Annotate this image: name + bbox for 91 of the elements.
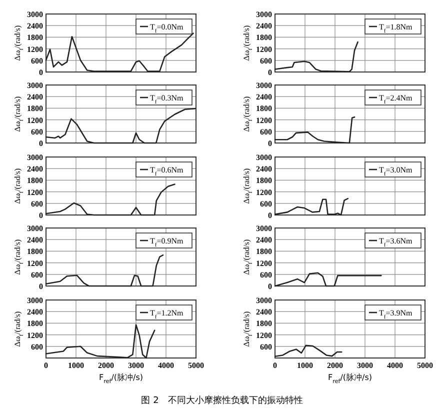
x-tick-label: 1000 (68, 361, 84, 370)
y-tick-label: 2400 (256, 92, 272, 102)
y-tick-label: 0 (268, 139, 272, 148)
y-tick-label: 1200 (256, 330, 272, 340)
y-tick-label: 1800 (27, 104, 43, 114)
legend-label: T$_{f}$=3.6Nm (379, 236, 414, 248)
y-tick-label: 1200 (256, 44, 272, 54)
y-tick-label: 1800 (27, 33, 43, 42)
y-tick-label: 2400 (27, 308, 43, 317)
y-tick-label: 600 (260, 127, 272, 136)
y-tick-label: 3000 (256, 81, 272, 90)
y-tick-label: 1200 (27, 258, 43, 268)
y-tick-label: 600 (31, 342, 43, 352)
y-tick-label: 1800 (27, 247, 43, 256)
y-tick-label: 3000 (256, 296, 272, 305)
caption: 图 2 不同大小摩擦性负载下的振动特性 (141, 395, 303, 406)
line-series (274, 116, 356, 144)
y-tick-label: 0 (268, 68, 272, 77)
x-tick-label: 3000 (357, 361, 373, 370)
y-tick-label: 2400 (27, 164, 43, 174)
legend-label: T$_{f}$=2.4Nm (379, 94, 414, 106)
y-tick-label: 3000 (27, 81, 43, 90)
y-tick-label: 1800 (256, 33, 272, 42)
y-tick-label: 1800 (256, 176, 272, 186)
y-tick-label: 1200 (256, 258, 272, 268)
y-tick-label: 600 (31, 127, 43, 136)
line-series (274, 198, 349, 216)
y-tick-label: 3000 (27, 10, 43, 19)
y-tick-label: 1200 (27, 188, 43, 197)
y-tick-label: 2400 (256, 236, 272, 245)
y-tick-label: 1800 (256, 319, 272, 328)
legend-label: T$_{f}$=3.9Nm (379, 308, 414, 320)
legend-label: T$_{f}$=0.3Nm (150, 94, 184, 106)
x-tick-label: 4000 (387, 361, 403, 370)
y-tick-label: 0 (39, 282, 43, 291)
legend-label: T$_{f}$=0.6Nm (150, 166, 184, 178)
y-tick-label: 0 (39, 68, 43, 77)
y-tick-label: 1200 (27, 44, 43, 54)
x-tick-label: 4000 (158, 361, 174, 370)
line-series (45, 324, 156, 359)
line-series (45, 184, 176, 216)
legend-label: T$_{f}$=0.0Nm (150, 22, 184, 34)
y-tick-label: 2400 (256, 164, 272, 174)
y-tick-label: 1800 (256, 104, 272, 114)
y-tick-label: 1200 (27, 116, 43, 125)
y-tick-label: 3000 (27, 296, 43, 305)
y-tick-label: 0 (268, 282, 272, 291)
y-tick-label: 2400 (27, 92, 43, 102)
x-tick-label: 2000 (327, 361, 343, 370)
x-tick-label: 3000 (128, 361, 144, 370)
y-tick-label: 0 (39, 211, 43, 220)
y-tick-label: 0 (39, 139, 43, 148)
x-axis-title: F$_{ref}$/(脉冲/s) (328, 373, 372, 385)
y-tick-label: 600 (260, 199, 272, 208)
line-series (45, 254, 164, 287)
legend-label: T$_{f}$=3.0Nm (379, 166, 414, 178)
line-series (274, 344, 342, 358)
y-tick-label: 1800 (27, 319, 43, 328)
y-tick-label: 600 (260, 56, 272, 66)
y-tick-label: 0 (268, 211, 272, 220)
y-tick-label: 2400 (27, 22, 43, 31)
line-series (274, 41, 358, 72)
y-tick-label: 3000 (27, 153, 43, 162)
y-tick-label: 1200 (256, 116, 272, 125)
x-tick-label: 5000 (188, 361, 204, 370)
x-axis-title: F$_{ref}$/(脉冲/s) (98, 373, 144, 385)
line-series (274, 272, 382, 287)
legend-label: T$_{f}$=1.8Nm (379, 22, 414, 34)
y-tick-label: 600 (260, 342, 272, 352)
y-tick-label: 1200 (27, 330, 43, 340)
y-tick-label: 600 (31, 270, 43, 280)
line-series (45, 108, 196, 144)
y-tick-label: 1200 (256, 188, 272, 197)
y-tick-label: 2400 (256, 22, 272, 31)
x-tick-label: 5000 (417, 361, 433, 370)
y-tick-label: 2400 (27, 236, 43, 245)
y-tick-label: 1800 (256, 247, 272, 256)
y-tick-label: 1800 (27, 176, 43, 186)
y-tick-label: 600 (260, 270, 272, 280)
x-tick-label: 1000 (297, 361, 313, 370)
x-tick-label: 2000 (98, 361, 114, 370)
y-tick-label: 600 (31, 56, 43, 66)
y-tick-label: 3000 (256, 10, 272, 19)
y-tick-label: 2400 (256, 308, 272, 317)
legend-label: T$_{f}$=1.2Nm (150, 308, 184, 320)
line-series (45, 32, 194, 72)
y-tick-label: 600 (31, 199, 43, 208)
y-tick-label: 3000 (256, 153, 272, 162)
legend-label: T$_{f}$=0.9Nm (150, 236, 184, 248)
y-tick-label: 3000 (27, 224, 43, 233)
y-tick-label: 3000 (256, 224, 272, 233)
